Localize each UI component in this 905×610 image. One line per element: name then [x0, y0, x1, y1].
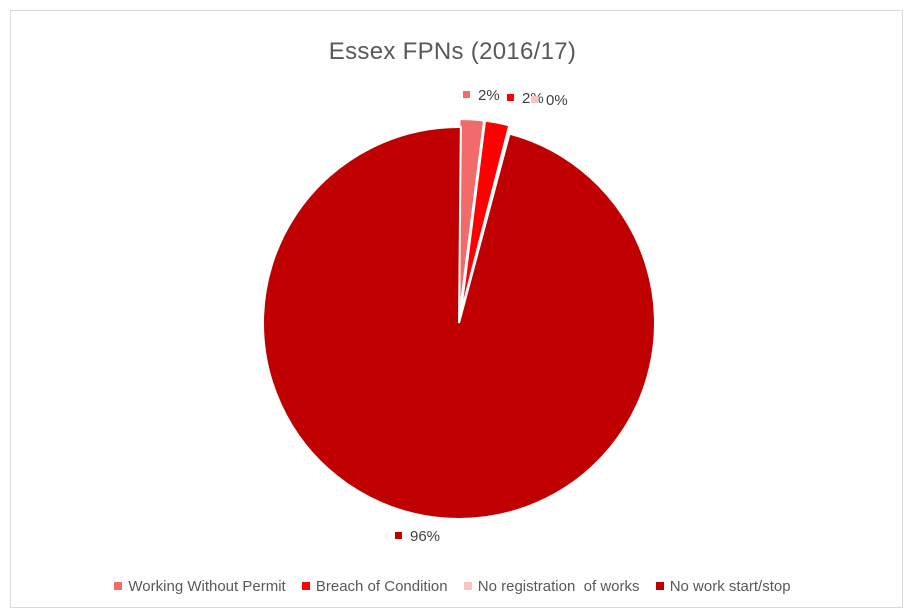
legend-item-working-without-permit: Working Without Permit	[114, 578, 286, 595]
data-label-swatch	[463, 91, 470, 98]
legend-label: No registration of works	[477, 578, 640, 595]
data-label-swatch	[395, 532, 402, 539]
data-labels: 2%2%0%96%	[395, 87, 568, 545]
legend-item-breach-of-condition: Breach of Condition	[301, 578, 448, 595]
chart-title: Essex FPNs (2016/17)	[328, 38, 577, 65]
legend-swatch	[655, 582, 664, 590]
legend-item-no-work-start-stop: No work start/stop	[655, 578, 791, 595]
legend: Working Without Permit Breach of Conditi…	[0, 578, 905, 595]
legend-label: No work start/stop	[669, 578, 791, 595]
legend-swatch	[463, 582, 472, 590]
legend-swatch	[301, 582, 310, 590]
legend-item-no-registration-of-works: No registration of works	[463, 578, 640, 595]
pie-slice-working-without-permit	[458, 118, 486, 316]
pie-slice-no-work-start-stop	[262, 126, 656, 520]
data-label: 96%	[410, 528, 440, 545]
data-label-swatch	[531, 96, 538, 103]
pie-slices	[262, 118, 656, 520]
data-label: 2%	[478, 87, 500, 104]
legend-label: Working Without Permit	[128, 578, 286, 595]
legend-swatch	[114, 582, 123, 590]
data-label: 0%	[546, 92, 568, 109]
data-label-swatch	[507, 94, 514, 101]
legend-label: Breach of Condition	[315, 578, 448, 595]
